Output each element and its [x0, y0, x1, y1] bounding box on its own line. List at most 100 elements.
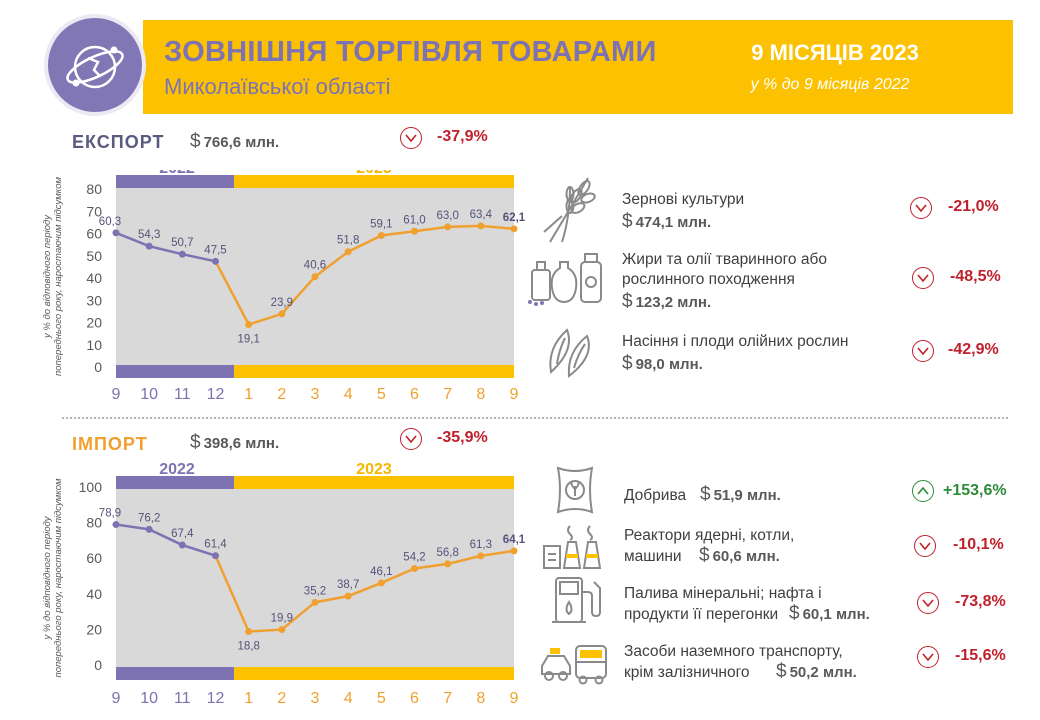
- y-tick-label: 60: [86, 550, 102, 566]
- data-label: 60,3: [99, 216, 121, 228]
- y-tick-label: 0: [94, 359, 102, 375]
- x-tick-label: 5: [377, 386, 386, 403]
- x-tick-label: 11: [174, 690, 191, 707]
- import-item-change: -73,8%: [955, 593, 1006, 610]
- y-tick-label: 80: [86, 181, 102, 197]
- oil-bottles-icon: [526, 248, 606, 313]
- arrow-down-icon: [912, 340, 934, 362]
- data-label: 54,3: [138, 229, 160, 241]
- x-tick-label: 3: [311, 690, 320, 707]
- period-title: 9 МІСЯЦІВ 2023: [751, 40, 919, 65]
- x-tick-label: 4: [344, 386, 353, 403]
- import-item-name-line1: Реактори ядерні, котли,: [624, 527, 795, 544]
- data-point: [278, 310, 286, 318]
- series-line-2022: [115, 523, 216, 557]
- y-axis-title: у % до відповідного періодупопереднього …: [42, 177, 64, 376]
- currency-symbol: $: [190, 131, 201, 152]
- import-item-value: $51,9 млн.: [700, 484, 781, 505]
- x-tick-label: 8: [476, 386, 485, 403]
- data-label: 76,2: [138, 512, 160, 524]
- data-point: [444, 223, 452, 231]
- arrow-up-icon: [912, 480, 934, 502]
- fertilizer-bag-icon: [550, 462, 600, 523]
- section-divider: [62, 417, 1008, 419]
- data-label: 54,2: [403, 552, 425, 564]
- y-tick-label: 10: [86, 337, 102, 353]
- x-tick-label: 12: [207, 690, 225, 707]
- import-total: $398,6 млн.: [190, 432, 279, 454]
- data-label: 19,1: [237, 334, 259, 346]
- data-label: 61,3: [470, 539, 492, 551]
- import-item-name-line1: Палива мінеральні; нафта і: [624, 585, 822, 602]
- data-point: [311, 598, 319, 606]
- currency-symbol: $: [190, 432, 201, 453]
- data-point: [212, 552, 219, 560]
- data-label: 61,0: [403, 214, 425, 226]
- arrow-down-icon: [917, 592, 939, 614]
- export-item-change: -48,5%: [950, 268, 1001, 285]
- export-item-value: $474,1 млн.: [622, 211, 712, 232]
- logo: [48, 18, 142, 112]
- data-point: [510, 225, 518, 233]
- export-item-value: $98,0 млн.: [622, 353, 703, 374]
- factory-icon: [540, 518, 606, 577]
- year-label-2022: 2022: [159, 461, 195, 478]
- data-label: 63,4: [470, 209, 493, 221]
- x-tick-label: 8: [476, 690, 485, 707]
- bottom-band-2023: [234, 365, 515, 378]
- y-tick-label: 60: [86, 226, 102, 242]
- export-item-change: -42,9%: [948, 341, 999, 358]
- data-label: 35,2: [304, 585, 326, 597]
- y-tick-label: 0: [94, 657, 102, 673]
- export-change: -37,9%: [437, 128, 488, 145]
- export-total-value: 766,6 млн.: [203, 134, 280, 151]
- import-line-chart: 2022 2023 0 20 40 60 80 100 у % до відповідного …: [42, 461, 526, 707]
- import-item-value: $50,2 млн.: [776, 661, 857, 682]
- import-item-change: -10,1%: [953, 536, 1004, 553]
- data-label: 59,1: [370, 219, 392, 231]
- x-tick-label: 1: [244, 690, 253, 707]
- data-point: [178, 541, 186, 549]
- series-line-2023: [214, 224, 515, 327]
- y-tick-label: 40: [86, 270, 102, 286]
- arrow-down-icon: [914, 535, 936, 557]
- export-item-name-line1: Жири та олії тваринного або: [622, 251, 827, 268]
- data-label: 46,1: [370, 566, 392, 578]
- x-tick-label: 5: [377, 690, 386, 707]
- data-label: 18,8: [237, 641, 259, 653]
- x-tick-label: 9: [510, 386, 519, 403]
- year-label-2022: 2022: [159, 170, 195, 177]
- x-tick-label: 10: [140, 386, 158, 403]
- data-label: 38,7: [337, 579, 359, 591]
- year-band-2022: [116, 175, 235, 188]
- import-item-value: $60,1 млн.: [789, 603, 870, 624]
- data-label: 50,7: [171, 237, 193, 249]
- import-item-change: -15,6%: [955, 647, 1006, 664]
- x-tick-label: 2: [277, 690, 286, 707]
- year-label-2023: 2023: [356, 170, 392, 177]
- data-point: [178, 250, 186, 258]
- arrow-down-icon: [400, 127, 422, 149]
- import-chart: 2022 2023 0 20 40 60 80 100 у % до відповідного …: [40, 456, 530, 710]
- vehicles-icon: [538, 640, 612, 691]
- data-point: [477, 222, 485, 230]
- import-item-name-line1: Засоби наземного транспорту,: [624, 643, 843, 660]
- data-point: [444, 560, 452, 568]
- y-tick-label: 20: [86, 621, 102, 637]
- import-item-name-line2: машини: [624, 548, 682, 565]
- year-band-2023: [234, 175, 515, 188]
- data-point: [477, 552, 485, 560]
- page-subtitle: Миколаївської області: [164, 74, 391, 99]
- y-tick-label: 100: [79, 479, 103, 495]
- y-tick-label: 50: [86, 248, 102, 264]
- data-point: [112, 229, 120, 237]
- data-point: [377, 232, 385, 240]
- x-tick-label: 7: [443, 690, 452, 707]
- data-label: 78,9: [99, 508, 121, 520]
- y-axis-title: у % до відповідного періодупопереднього …: [42, 478, 64, 677]
- x-tick-label: 9: [112, 690, 121, 707]
- data-label: 67,4: [171, 528, 194, 540]
- fuel-pump-icon: [548, 572, 604, 633]
- x-tick-label: 7: [443, 386, 452, 403]
- data-label: 56,8: [436, 547, 458, 559]
